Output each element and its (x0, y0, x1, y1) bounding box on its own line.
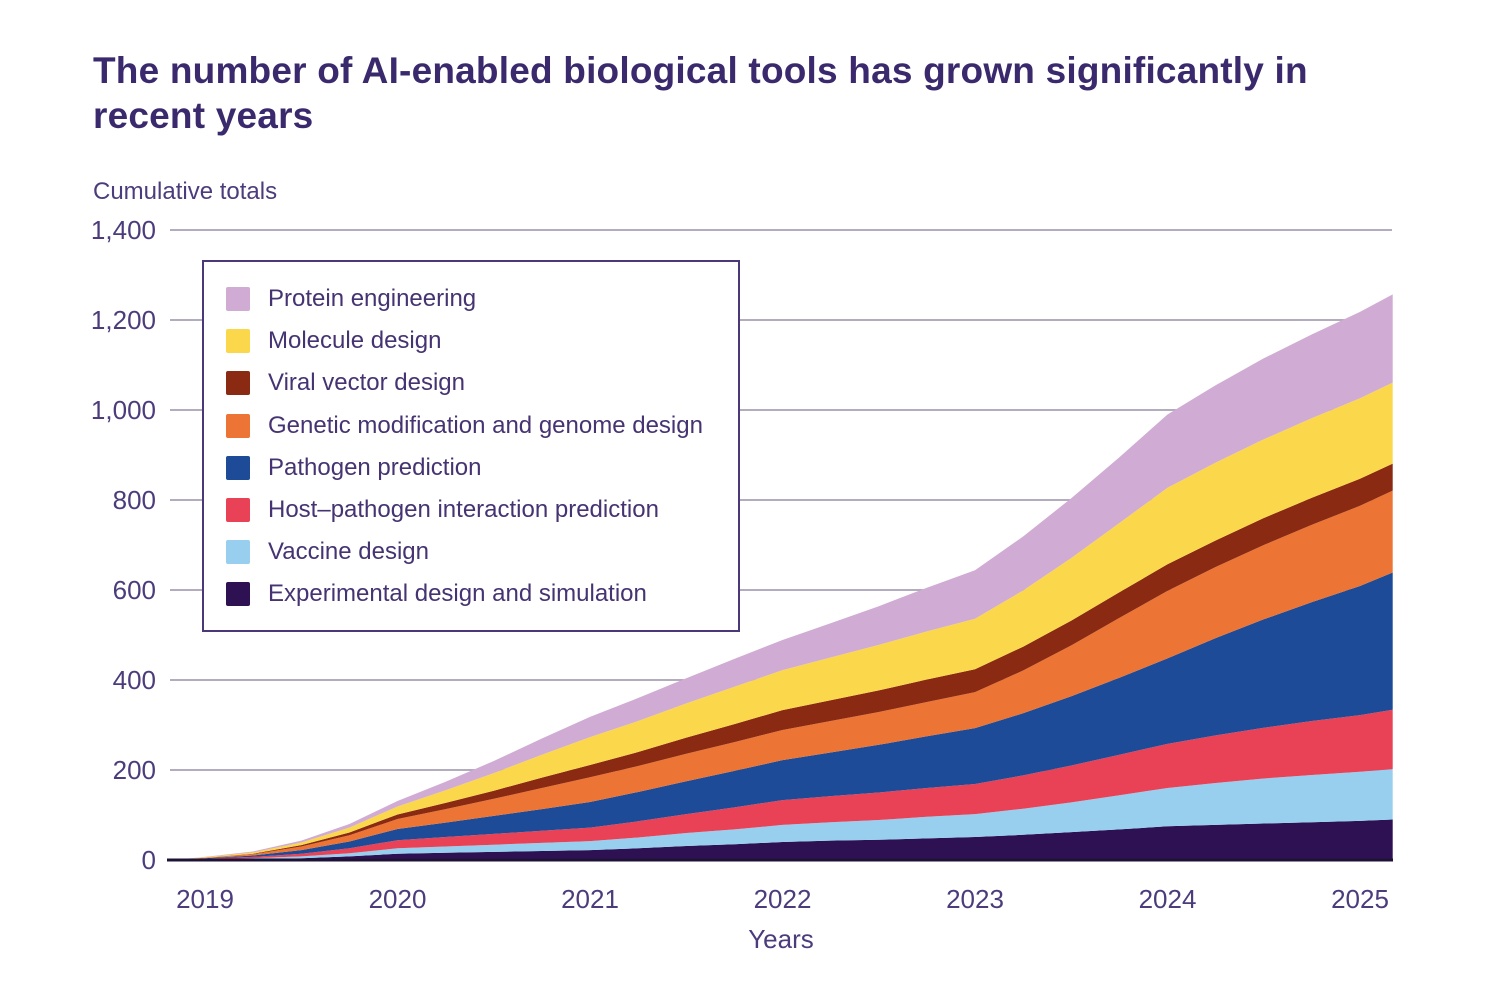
legend-swatch-icon (226, 287, 250, 312)
legend-item: Pathogen prediction (204, 447, 738, 489)
x-tick-label: 2021 (561, 884, 619, 914)
y-tick-label: 800 (112, 485, 156, 515)
x-tick-label: 2024 (1138, 884, 1197, 914)
legend-item: Viral vector design (204, 362, 738, 404)
legend-swatch-icon (226, 329, 250, 354)
legend-label: Genetic modification and genome design (268, 411, 703, 439)
legend-swatch-icon (226, 498, 250, 523)
legend-swatch-icon (226, 455, 250, 480)
legend-item: Experimental design and simulation (204, 573, 738, 615)
legend-swatch-icon (226, 540, 250, 565)
legend-swatch-icon (226, 371, 250, 396)
y-tick-label: 0 (141, 845, 156, 875)
x-tick-label: 2022 (753, 884, 812, 914)
legend-label: Vaccine design (268, 538, 429, 566)
legend-item: Protein engineering (204, 278, 738, 320)
legend-label: Pathogen prediction (268, 453, 482, 481)
legend-item: Molecule design (204, 320, 738, 362)
area-band-host-pathogen-interaction-prediction (172, 709, 1393, 860)
area-band-pathogen-prediction (172, 572, 1393, 860)
y-tick-label: 600 (112, 575, 156, 605)
y-axis-title: Cumulative totals (93, 178, 278, 205)
legend-label: Experimental design and simulation (268, 580, 647, 608)
x-tick-label: 2025 (1331, 884, 1389, 914)
legend-swatch-icon (226, 582, 250, 607)
y-tick-label: 200 (112, 755, 156, 785)
y-tick-label: 1,400 (90, 215, 156, 245)
chart-title: The number of AI-enabled biological tool… (93, 50, 1308, 136)
x-tick-label: 2020 (368, 884, 427, 914)
legend-label: Host–pathogen interaction prediction (268, 496, 659, 524)
legend-label: Protein engineering (268, 285, 477, 313)
legend-item: Host–pathogen interaction prediction (204, 489, 738, 531)
x-tick-label: 2019 (176, 884, 234, 914)
y-tick-label: 1,200 (90, 305, 156, 335)
y-tick-label: 1,000 (90, 395, 156, 425)
legend-item: Vaccine design (204, 531, 738, 573)
x-axis-title: Years (748, 924, 814, 954)
chart-legend: Protein engineering Molecule design Viral … (202, 260, 740, 632)
area-band-experimental-design-and-simulation (172, 819, 1393, 860)
y-tick-label: 400 (112, 665, 156, 695)
x-tick-label: 2023 (946, 884, 1004, 914)
legend-swatch-icon (226, 413, 250, 438)
legend-label: Molecule design (268, 327, 442, 355)
legend-label: Viral vector design (268, 369, 465, 397)
legend-item: Genetic modification and genome design (204, 405, 738, 447)
area-band-vaccine-design (172, 769, 1393, 860)
